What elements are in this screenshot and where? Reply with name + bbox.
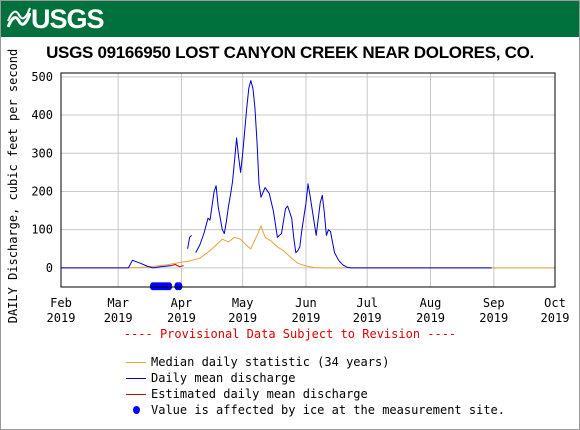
x-tick-label-month: Apr (171, 296, 193, 310)
legend-swatch-daily-mean (126, 378, 146, 379)
legend-label-daily-mean: Daily mean discharge (151, 371, 296, 385)
provisional-notice: ---- Provisional Data Subject to Revisio… (123, 327, 457, 341)
y-tick-label: 0 (46, 261, 53, 275)
y-tick-label: 500 (31, 70, 53, 84)
legend-swatch-median (126, 362, 146, 363)
x-tick-label-year: 2019 (292, 311, 321, 325)
series-layer (61, 80, 555, 269)
x-tick-label-month: May (232, 296, 254, 310)
legend-item-ice: Value is affected by ice at the measurem… (126, 402, 505, 418)
legend-swatch-ice (133, 406, 140, 414)
x-tick-label-month: Jun (295, 296, 317, 310)
usgs-logo-text: USGS (31, 4, 105, 34)
x-tick-label-month: Aug (420, 296, 442, 310)
x-tick-label-year: 2019 (541, 311, 570, 325)
x-tick-label-month: Oct (544, 296, 566, 310)
x-tick-label-year: 2019 (47, 311, 76, 325)
y-tick-label: 300 (31, 146, 53, 160)
x-tick-label-year: 2019 (416, 311, 445, 325)
ice-marker (176, 282, 183, 291)
x-tick-label-year: 2019 (167, 311, 196, 325)
usgs-header: USGS (1, 1, 579, 37)
x-tick-label-month: Feb (50, 296, 72, 310)
legend-item-median: Median daily statistic (34 years) (126, 354, 505, 370)
daily-mean-series-line (195, 80, 492, 269)
axis-ticks: 0100200300400500Feb2019Mar2019Apr2019May… (31, 70, 569, 325)
grid-lines (60, 73, 556, 287)
x-tick-label-year: 2019 (353, 311, 382, 325)
legend-label-ice: Value is affected by ice at the measurem… (151, 403, 506, 417)
x-tick-label-year: 2019 (228, 311, 257, 325)
y-tick-label: 400 (31, 108, 53, 122)
legend-label-median: Median daily statistic (34 years) (151, 355, 390, 369)
median-series-line (61, 225, 555, 269)
x-tick-label-year: 2019 (104, 311, 133, 325)
plot-border (60, 72, 556, 288)
legend-label-estimated: Estimated daily mean discharge (151, 387, 368, 401)
y-tick-label: 200 (31, 184, 53, 198)
legend-item-daily-mean: Daily mean discharge (126, 370, 505, 386)
x-tick-label-month: Sep (483, 296, 505, 310)
legend-swatch-estimated (126, 394, 146, 395)
legend: Median daily statistic (34 years) Daily … (126, 354, 505, 418)
x-tick-label-month: Jul (356, 296, 378, 310)
ice-marker (166, 282, 173, 291)
legend-item-estimated: Estimated daily mean discharge (126, 386, 505, 402)
y-tick-label: 100 (31, 223, 53, 237)
usgs-logo-icon (7, 7, 31, 28)
daily-mean-series-line (187, 235, 192, 249)
x-tick-label-year: 2019 (479, 311, 508, 325)
x-tick-label-month: Mar (107, 296, 129, 310)
daily-mean-series-line (61, 259, 172, 269)
ice-markers (149, 282, 183, 291)
estimated-series-line (171, 264, 184, 268)
chart-title: USGS 09166950 LOST CANYON CREEK NEAR DOL… (46, 43, 534, 62)
